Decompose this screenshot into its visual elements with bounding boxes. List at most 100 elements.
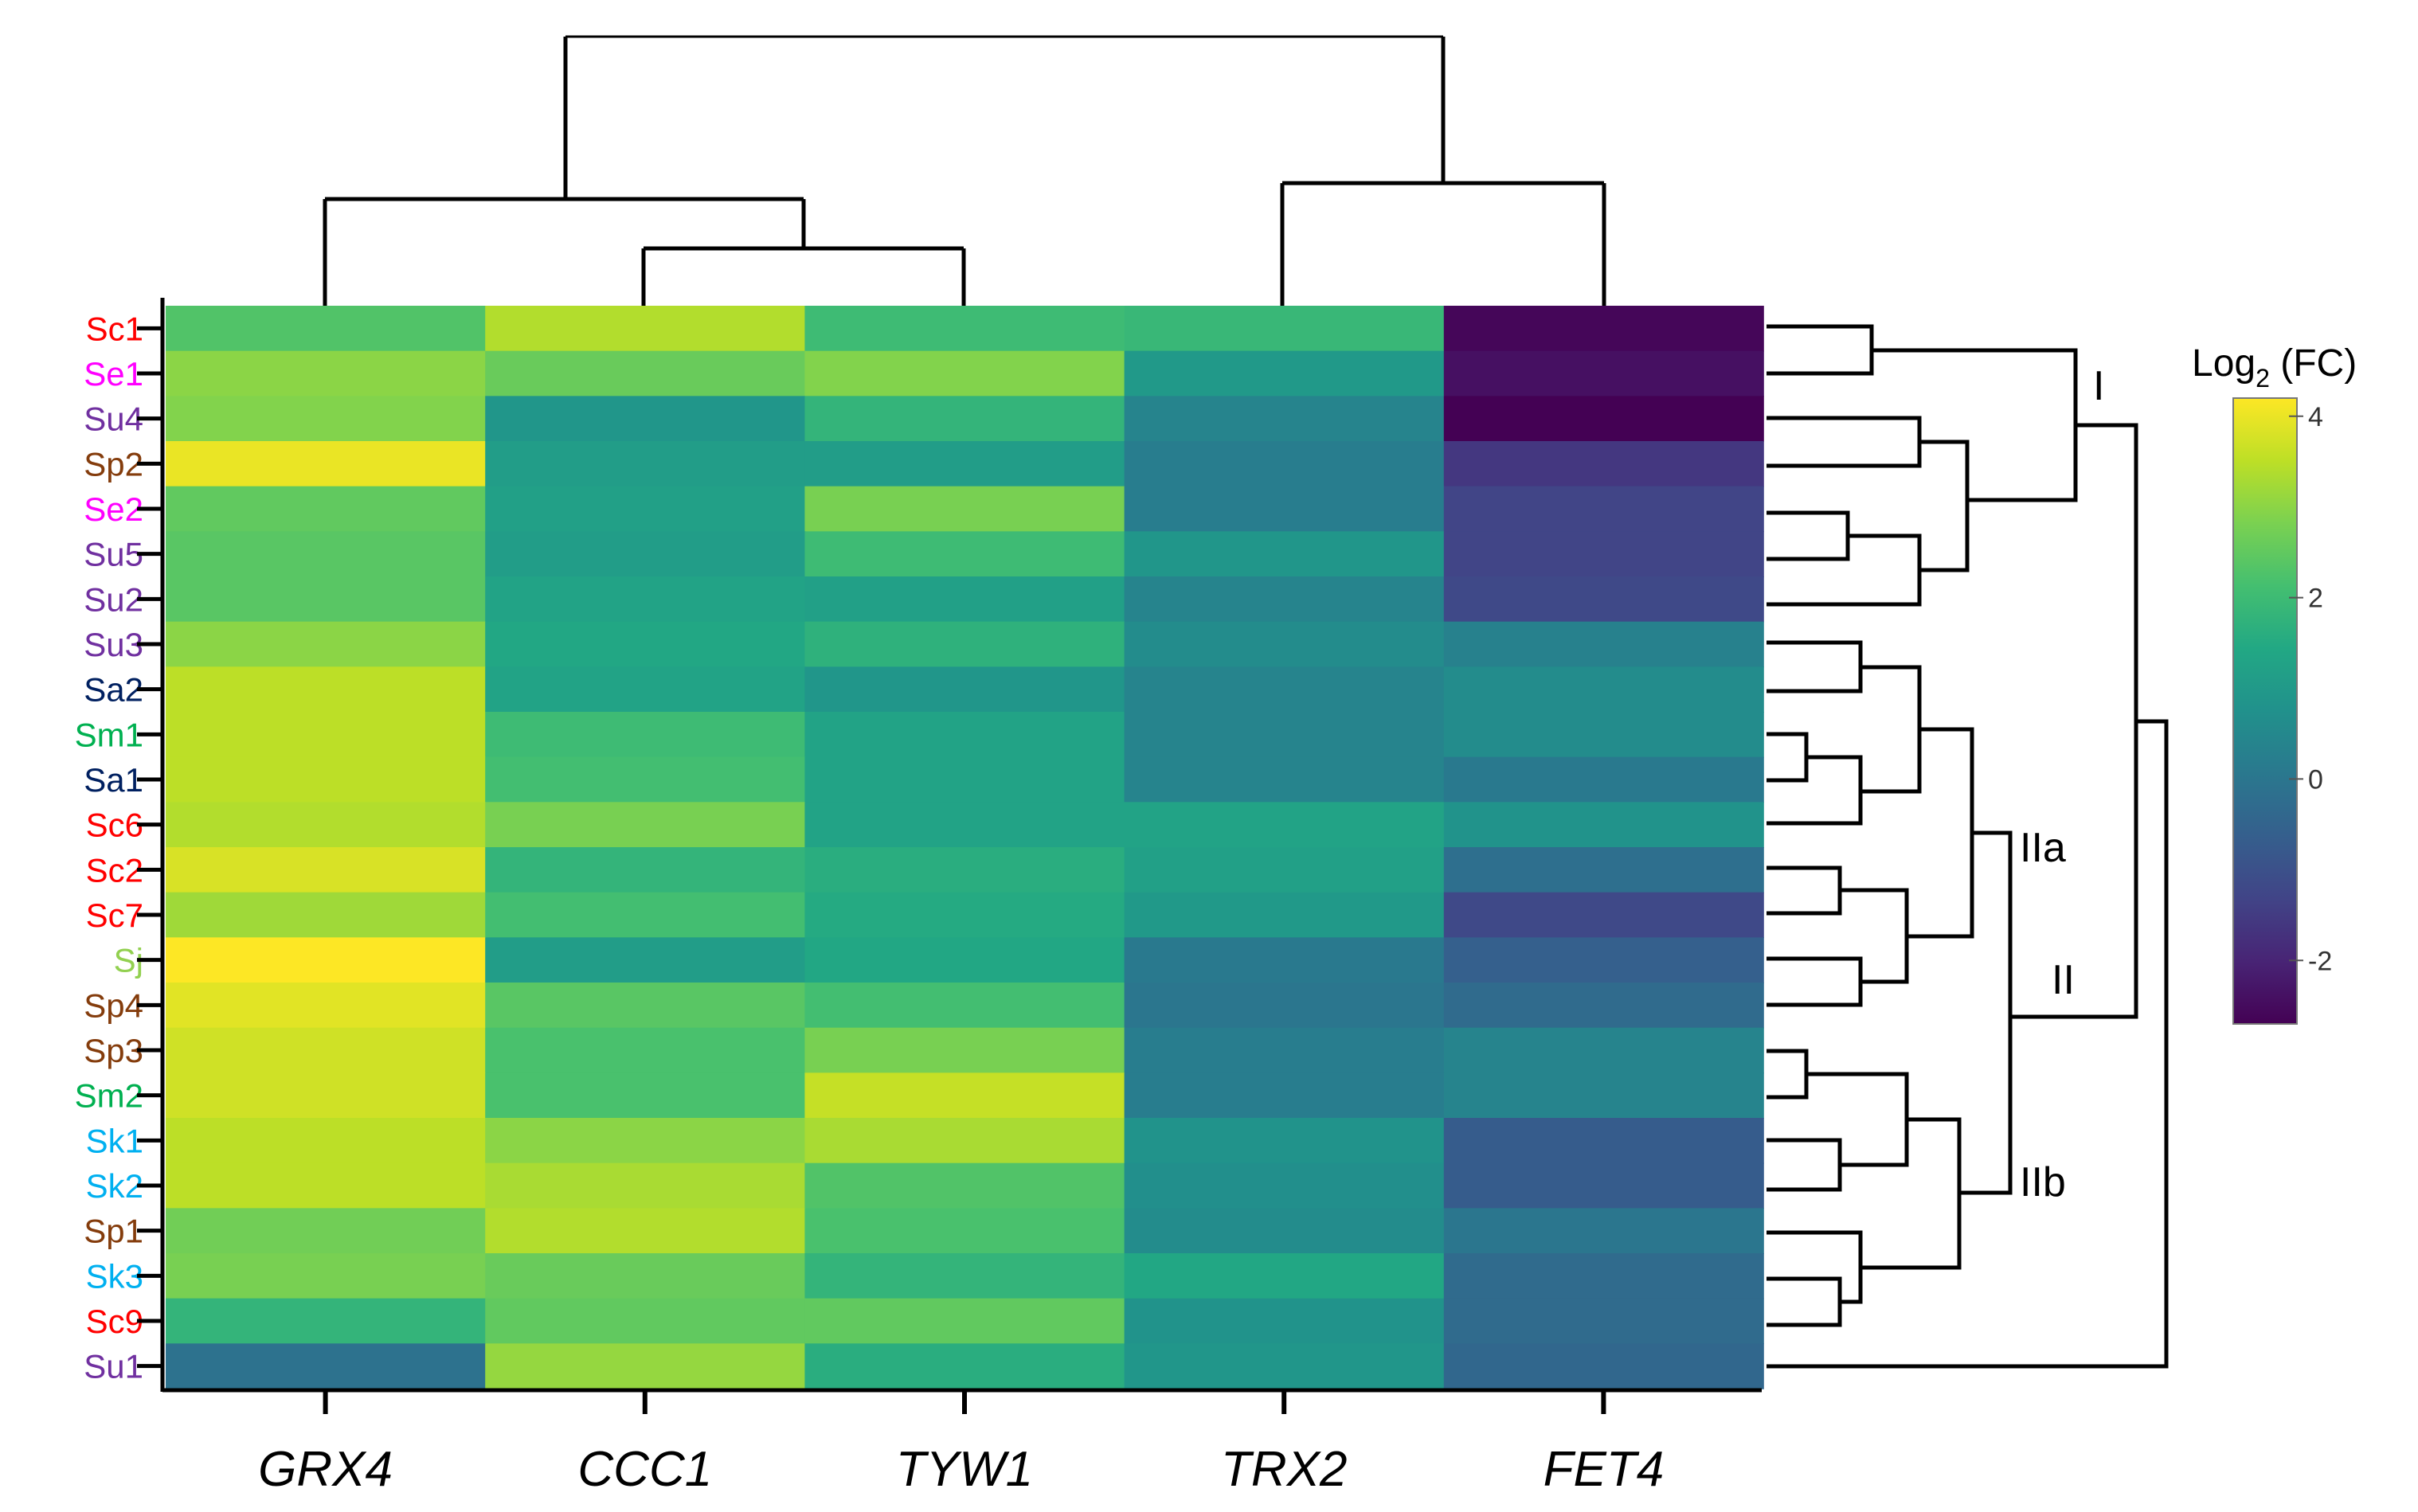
row-dendro-sk3-sc9	[1767, 1276, 1842, 1327]
heatmap-cell-Sa2-FET4	[1443, 666, 1764, 713]
heatmap-cell-Sc9-TRX2	[1124, 1298, 1445, 1345]
row-label-Sa1: Sa1	[84, 761, 143, 799]
col-dendro-grx4-branch	[323, 197, 804, 306]
colorbar-tick-label-2: 2	[2308, 584, 2323, 614]
heatmap-cell-Sp4-TRX2	[1124, 983, 1445, 1029]
heatmap-cell-Su4-GRX4	[166, 396, 486, 442]
row-dendro-lower-IIa	[1840, 888, 1909, 984]
heatmap-cell-Su5-TRX2	[1124, 531, 1445, 577]
cluster-label-I: I	[2093, 363, 2104, 409]
colorbar-tick-label--2: -2	[2308, 946, 2332, 976]
heatmap-cell-Sc6-TRX2	[1124, 802, 1445, 848]
row-dendro-sc6-join	[1767, 755, 1863, 826]
heatmap-cell-Su2-CCC1	[485, 576, 806, 623]
heatmap-cell-Sc7-CCC1	[485, 892, 806, 939]
row-dendro-cluster-IIb	[1860, 1117, 1962, 1270]
row-dendro-cluster-I	[1872, 348, 2078, 502]
heatmap-cell-Sc9-FET4	[1443, 1298, 1764, 1345]
heatmap-cell-Sa1-GRX4	[166, 756, 486, 803]
heatmap-cell-Se1-GRX4	[166, 350, 486, 397]
column-label-CCC1: CCC1	[577, 1442, 712, 1497]
col-dendro-trx2-fet4-branch	[1280, 181, 1606, 306]
heatmap-cell-Sk1-GRX4	[166, 1118, 486, 1164]
heatmap-cell-Sj-CCC1	[485, 937, 806, 983]
heatmap-cell-Sp2-FET4	[1443, 441, 1764, 487]
row-label-Sp3: Sp3	[84, 1032, 143, 1069]
row-dendro-cluster-II	[1959, 830, 2013, 1195]
heatmap-cell-Sk2-CCC1	[485, 1162, 806, 1209]
heatmap-cell-Se2-FET4	[1443, 486, 1764, 533]
heatmap-cell-Sm2-TRX2	[1124, 1072, 1445, 1119]
row-label-Sa2: Sa2	[84, 671, 143, 709]
row-dendro-su2-join	[1767, 533, 1922, 607]
heatmap-cell-Sm1-FET4	[1443, 712, 1764, 758]
row-label-Su2: Su2	[84, 580, 143, 618]
row-label-Se2: Se2	[84, 490, 143, 528]
heatmap-cell-Sc1-GRX4	[166, 306, 486, 352]
heatmap-cell-Su1-CCC1	[485, 1343, 806, 1389]
heatmap-cell-Sc7-FET4	[1443, 892, 1764, 939]
heatmap-cell-Sc6-TYW1	[804, 802, 1125, 848]
heatmap-cell-Sp3-FET4	[1443, 1027, 1764, 1074]
heatmap-cell-Sc1-CCC1	[485, 306, 806, 352]
colorbar-ticks: 4 2 0 -2	[2289, 402, 2332, 976]
heatmap-cell-Su4-TYW1	[804, 396, 1125, 442]
heatmap-cell-Sk3-FET4	[1443, 1253, 1764, 1299]
heatmap-cell-Sk3-GRX4	[166, 1253, 486, 1299]
heatmap-cell-Sp4-TYW1	[804, 983, 1125, 1029]
heatmap-cell-Se2-GRX4	[166, 486, 486, 533]
heatmap-cell-Sc7-TYW1	[804, 892, 1125, 939]
heatmap-cell-Sp2-TYW1	[804, 441, 1125, 487]
heatmap-cell-Sc2-CCC1	[485, 847, 806, 893]
row-dendro-sk1-sk2	[1767, 1138, 1842, 1192]
heatmap-cell-Sc7-TRX2	[1124, 892, 1445, 939]
heatmap-cell-Se2-TYW1	[804, 486, 1125, 533]
row-label-Sp4: Sp4	[84, 987, 143, 1024]
cluster-label-IIb: IIb	[2020, 1159, 2066, 1205]
heatmap-cell-Se1-FET4	[1443, 350, 1764, 397]
heatmap-cell-Sc1-TYW1	[804, 306, 1125, 352]
heatmap-cell-Su1-TRX2	[1124, 1343, 1445, 1389]
heatmap-cell-Su2-TYW1	[804, 576, 1125, 623]
heatmap-cell-Su1-TYW1	[804, 1343, 1125, 1389]
heatmap-cell-Sk2-TYW1	[804, 1162, 1125, 1209]
heatmap-cell-Su3-TRX2	[1124, 621, 1445, 668]
heatmap-cell-Sp1-GRX4	[166, 1208, 486, 1254]
heatmap-cell-Su2-FET4	[1443, 576, 1764, 623]
column-label-FET4: FET4	[1544, 1442, 1665, 1497]
heatmap-cell-Sc6-GRX4	[166, 802, 486, 848]
heatmap-cell-Sj-TYW1	[804, 937, 1125, 983]
row-label-Sc6: Sc6	[86, 807, 143, 844]
row-label-Sm2: Sm2	[75, 1077, 143, 1115]
row-dendro-sp3-sm2	[1767, 1049, 1809, 1100]
row-label-Sk2: Sk2	[86, 1167, 143, 1205]
heatmap-cell-Sp1-TRX2	[1124, 1208, 1445, 1254]
cluster-label-IIa: IIa	[2020, 825, 2066, 871]
heatmap-cell-Su3-GRX4	[166, 621, 486, 668]
heatmap-cell-Sm2-TYW1	[804, 1072, 1125, 1119]
heatmap-cell-Sp4-CCC1	[485, 983, 806, 1029]
heatmap-cell-Se2-CCC1	[485, 486, 806, 533]
heatmap-cell-Sp3-GRX4	[166, 1027, 486, 1074]
row-label-Sm1: Sm1	[75, 716, 143, 753]
heatmap-cell-Sm1-GRX4	[166, 712, 486, 758]
x-axis-ticks	[323, 1390, 1606, 1414]
column-dendrogram	[323, 35, 1606, 306]
cluster-label-II: II	[2052, 957, 2075, 1003]
row-label-Sk1: Sk1	[86, 1122, 143, 1159]
heatmap-cell-Su1-FET4	[1443, 1343, 1764, 1389]
heatmap-cell-Se1-CCC1	[485, 350, 806, 397]
heatmap-cell-Sc9-TYW1	[804, 1298, 1125, 1345]
heatmap-cell-Sj-GRX4	[166, 937, 486, 983]
row-dendro-su3-sa2	[1767, 640, 1863, 693]
heatmap-cell-Su4-FET4	[1443, 396, 1764, 442]
row-label-Su5: Su5	[84, 536, 143, 573]
row-label-Se1: Se1	[84, 355, 143, 393]
heatmap-cell-Sk1-TRX2	[1124, 1118, 1445, 1164]
row-label-Su1: Su1	[84, 1348, 143, 1385]
row-label-Sc1: Sc1	[86, 310, 143, 347]
row-label-Sk3: Sk3	[86, 1257, 143, 1295]
heatmap-cell-Su5-TYW1	[804, 531, 1125, 577]
heatmap-cell-Su3-CCC1	[485, 621, 806, 668]
